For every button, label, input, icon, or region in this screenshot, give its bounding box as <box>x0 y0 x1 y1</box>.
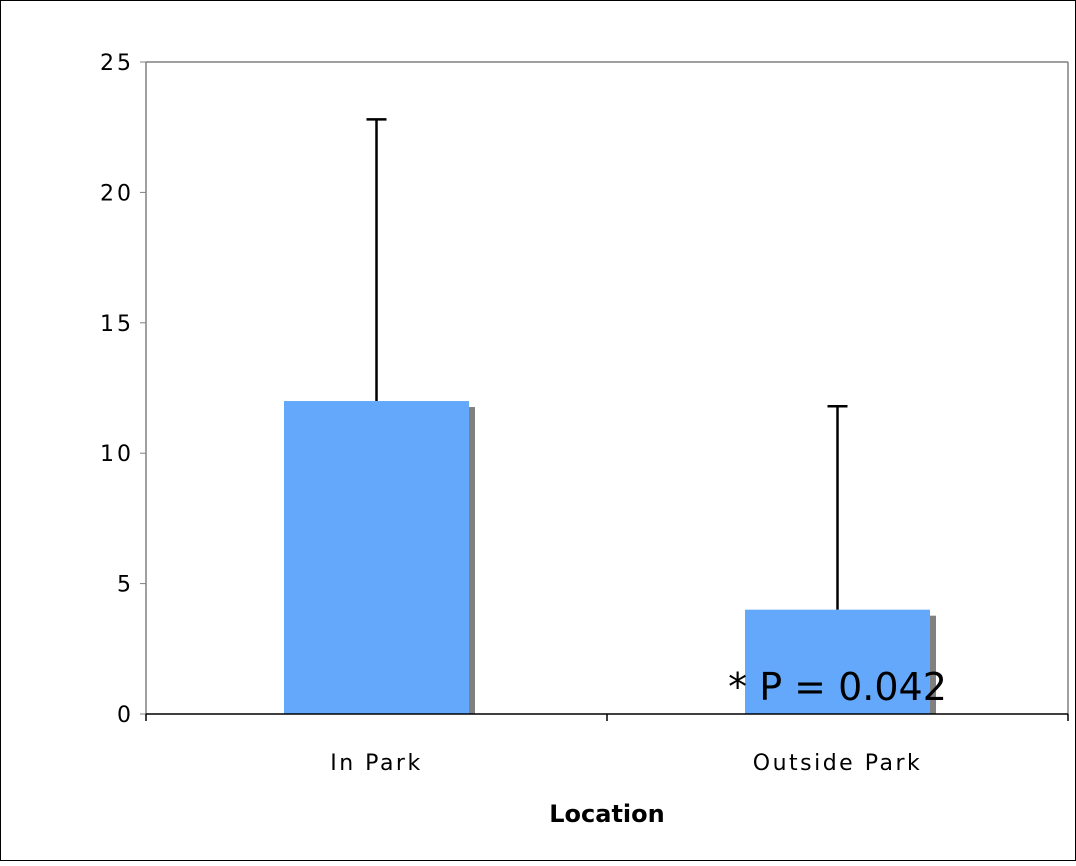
category-labels: In Park Outside Park <box>330 751 923 776</box>
y-tick-label: 15 <box>100 312 134 337</box>
bar <box>745 609 930 714</box>
p-value-annotation: * P = 0.042 <box>728 665 947 709</box>
y-tick-label: 0 <box>117 703 134 728</box>
y-tick-label: 20 <box>100 181 134 206</box>
y-tick-label: 10 <box>100 442 134 467</box>
x-category-label: Outside Park <box>753 751 923 776</box>
error-bars <box>366 118 848 610</box>
y-tick-label: 25 <box>100 51 134 76</box>
bar <box>284 401 469 714</box>
y-tick-label: 5 <box>117 573 134 598</box>
axes <box>145 61 1069 721</box>
bars <box>284 401 936 714</box>
x-axis-title: Location <box>549 800 664 828</box>
x-category-label: In Park <box>330 751 422 776</box>
y-axis-ticks: 0 5 10 15 20 25 <box>100 51 146 728</box>
